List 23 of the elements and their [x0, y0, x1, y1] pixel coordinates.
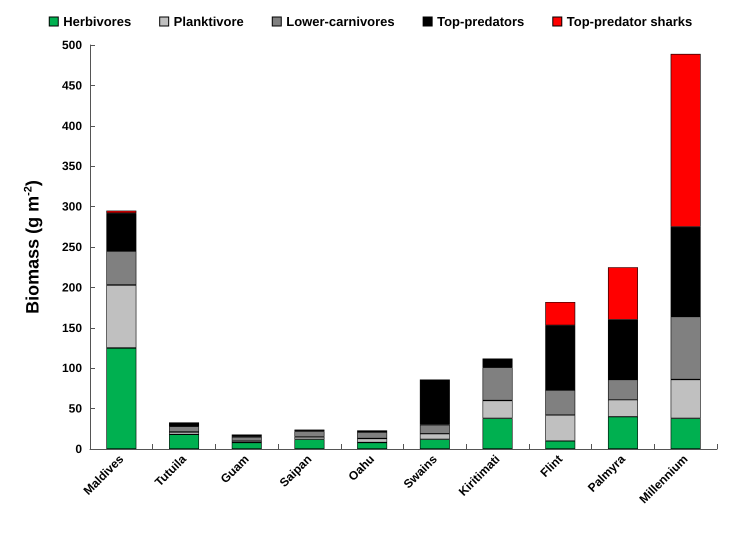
bar [294, 439, 324, 449]
legend-label: Lower-carnivores [286, 14, 395, 29]
bar [357, 442, 388, 449]
y-axis-title: Biomass (g m-2) [22, 180, 42, 314]
y-tick-label: 450 [62, 78, 82, 92]
y-tick-label: 350 [62, 159, 82, 174]
bar [169, 426, 200, 432]
legend-label: Herbivores [63, 14, 132, 29]
bar [294, 431, 324, 437]
y-tick-label: 250 [62, 240, 82, 254]
y-tick-label: 150 [62, 320, 82, 335]
y-tick-label: 100 [62, 361, 82, 376]
legend-label: Top-predators [437, 14, 524, 29]
bar [357, 432, 388, 438]
legend-label: Planktivore [174, 14, 244, 29]
legend-label: Top-predator sharks [566, 14, 692, 29]
y-tick-label: 50 [68, 402, 82, 416]
y-tick-label: 500 [62, 38, 82, 52]
y-tick-label: 300 [62, 200, 82, 214]
y-tick-label: 400 [62, 118, 82, 133]
y-tick-label: 200 [62, 280, 82, 294]
bar [169, 434, 200, 449]
y-tick-label: 0 [75, 442, 82, 456]
